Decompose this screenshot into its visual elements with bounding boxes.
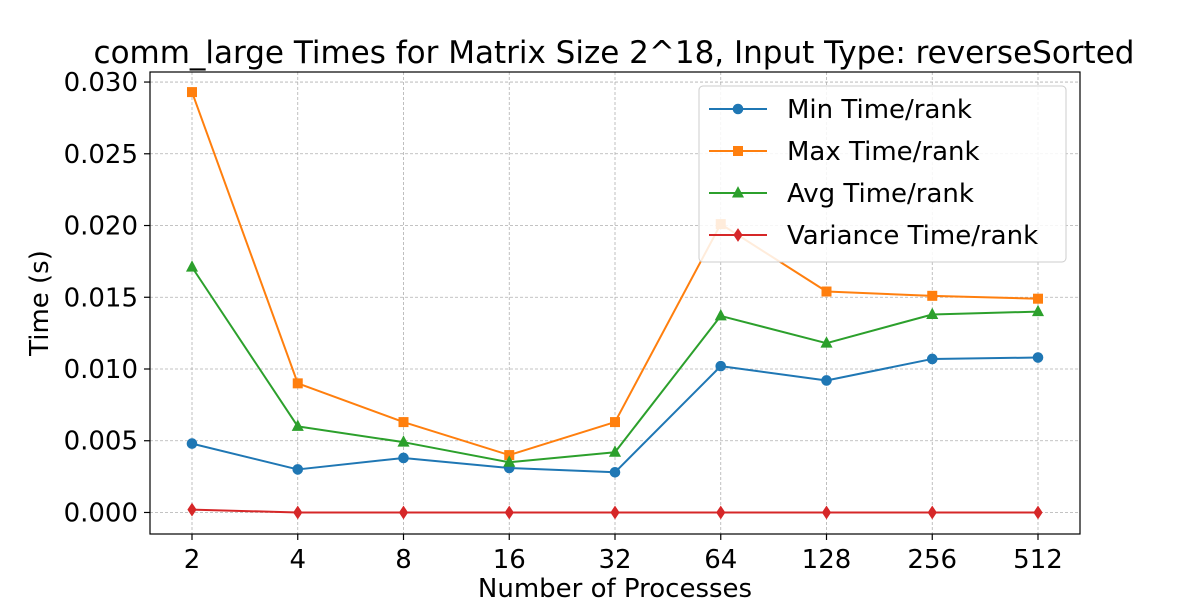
data-point (716, 505, 726, 520)
x-tick-label: 32 (598, 545, 631, 575)
data-point (714, 309, 727, 321)
x-tick-label: 4 (289, 545, 306, 575)
legend-item: Max Time/rank (709, 137, 980, 167)
legend-marker (733, 228, 743, 242)
data-point (821, 505, 832, 520)
legend-item: Min Time/rank (709, 95, 972, 125)
data-point (397, 435, 410, 447)
x-tick-label: 512 (1013, 545, 1063, 575)
data-point (1033, 505, 1043, 520)
data-point (821, 286, 832, 297)
data-point (504, 505, 514, 520)
data-point (608, 445, 622, 457)
x-tick-label: 256 (907, 545, 957, 575)
series-layer (185, 87, 1045, 520)
data-point (715, 360, 727, 372)
data-point (610, 417, 620, 428)
data-point (187, 87, 197, 98)
y-tick-label: 0.020 (64, 212, 138, 242)
y-tick-label: 0.010 (64, 355, 138, 385)
x-axis-label: Number of Processes (478, 574, 752, 600)
data-point (1033, 293, 1043, 304)
x-tick-label: 2 (184, 545, 201, 575)
data-point (187, 502, 197, 517)
legend: Min Time/rank Max Time/rank Avg Time/rank V… (698, 85, 1067, 263)
data-point (609, 467, 621, 478)
data-point (291, 419, 304, 431)
data-point (292, 378, 303, 389)
x-tick-label: 16 (493, 545, 526, 575)
data-point (503, 455, 516, 467)
legend-label: Avg Time/rank (787, 179, 974, 209)
y-tick-label: 0.025 (64, 140, 138, 170)
legend-marker (731, 186, 745, 198)
data-point (1032, 352, 1044, 363)
legend-label: Max Time/rank (787, 137, 980, 167)
y-axis: 0.000 0.005 0.010 0.015 0.020 0.025 0.030 (64, 68, 150, 528)
data-point (186, 438, 198, 449)
y-tick-label: 0.030 (64, 68, 138, 98)
data-point (293, 505, 303, 520)
x-tick-label: 8 (395, 545, 412, 575)
legend-marker (733, 146, 743, 156)
x-tick-label: 64 (704, 545, 737, 575)
legend-label: Variance Time/rank (787, 221, 1038, 251)
series-triangle (185, 260, 1045, 467)
x-axis: 2 4 8 16 32 64 128 256 512 (184, 534, 1063, 575)
x-tick-label: 128 (802, 545, 852, 575)
data-point (927, 505, 937, 520)
y-tick-label: 0.000 (64, 498, 138, 528)
legend-item: Avg Time/rank (709, 179, 974, 209)
y-tick-label: 0.005 (64, 427, 138, 457)
legend-item: Variance Time/rank (709, 221, 1038, 251)
data-point (927, 290, 938, 301)
data-point (820, 336, 833, 348)
y-axis-label: Time (s) (25, 250, 55, 357)
data-point (398, 505, 409, 520)
series-circle (186, 352, 1044, 478)
series-diamond (187, 502, 1043, 520)
y-tick-label: 0.015 (64, 283, 138, 313)
legend-box (698, 85, 1067, 263)
data-point (1031, 304, 1045, 317)
chart-title: comm_large Times for Matrix Size 2^18, I… (94, 35, 1135, 71)
data-point (398, 452, 409, 464)
data-point (926, 307, 939, 319)
legend-label: Min Time/rank (787, 95, 972, 125)
data-point (926, 353, 938, 365)
data-point (398, 417, 409, 428)
data-point (185, 260, 199, 272)
legend-marker (732, 103, 744, 115)
data-point (821, 375, 832, 386)
data-point (292, 464, 304, 475)
data-point (610, 505, 620, 520)
